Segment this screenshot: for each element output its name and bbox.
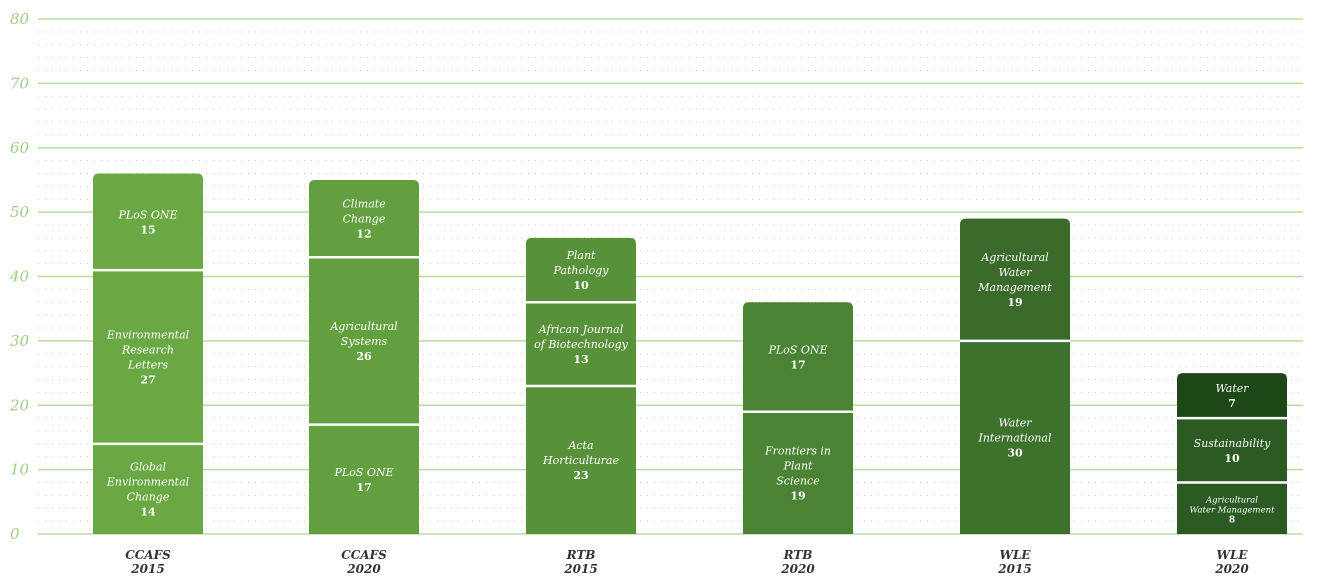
segment-value: 17 [356, 481, 371, 494]
bar-segment [1177, 482, 1287, 534]
segment-value: 15 [140, 223, 155, 236]
segment-label: Agricultural [329, 320, 398, 333]
x-category-year: 2020 [346, 562, 381, 576]
x-category-year: 2015 [563, 562, 597, 576]
x-category-label: CCAFS [341, 548, 387, 562]
bar-segment [743, 302, 853, 412]
x-category-year: 2020 [1214, 562, 1249, 576]
y-tick-label: 20 [9, 396, 30, 414]
x-axis: CCAFS2015CCAFS2020RTB2015RTB2020WLE2015W… [125, 548, 1249, 576]
segment-label: Plant [783, 459, 814, 472]
bar-segment [309, 179, 419, 258]
y-tick-label: 80 [10, 10, 30, 28]
bar-segment [526, 302, 636, 386]
segment-label: Water Management [1189, 505, 1275, 515]
y-tick-label: 10 [10, 461, 30, 479]
segment-value: 12 [356, 228, 371, 241]
x-category-label: WLE [999, 548, 1031, 562]
segment-label: Change [127, 490, 170, 503]
segment-label: Water [998, 416, 1032, 429]
bar-segment [743, 411, 853, 534]
segment-label: PLoS ONE [333, 466, 393, 479]
bars: Global Environmental Change 14 Environmental… [93, 173, 1287, 534]
segment-label: Global [130, 460, 167, 473]
bar-segment [1177, 373, 1287, 419]
segment-value: 27 [140, 373, 155, 386]
x-category-year: 2015 [130, 562, 164, 576]
segment-label: Agricultural [1205, 495, 1258, 505]
segment-label: Water [998, 266, 1032, 279]
y-tick-label: 70 [10, 74, 30, 92]
segment-value: 7 [1228, 397, 1236, 410]
bar-stack: Water International 30 Agricultural Water Man… [960, 218, 1070, 534]
bar-segment [526, 237, 636, 303]
bar-segment [960, 340, 1070, 534]
segment-value: 13 [573, 353, 588, 366]
segment-label: Environmental [106, 328, 190, 341]
segment-label: Research [121, 343, 174, 356]
segment-label: Sustainability [1194, 437, 1271, 450]
bar-segment [526, 385, 636, 534]
segment-label: Pathology [553, 264, 610, 277]
bar-stack: PLoS ONE 17 Agricultural Systems 26 Climate Ch… [309, 179, 419, 534]
segment-label: Change [343, 213, 386, 226]
grid [38, 18, 1303, 535]
segment-label: Systems [341, 335, 388, 348]
segment-label: Science [776, 474, 820, 487]
y-tick-label: 60 [10, 139, 30, 157]
y-tick-label: 50 [10, 203, 30, 221]
segment-value: 19 [1007, 296, 1022, 309]
bar-segment [93, 173, 203, 271]
x-category-year: 2015 [997, 562, 1031, 576]
segment-label: Climate [342, 198, 386, 211]
bar-segment [93, 443, 203, 534]
bar-segment [1177, 418, 1287, 483]
bar-stack: Global Environmental Change 14 Environmental… [93, 173, 203, 534]
x-category-label: WLE [1216, 548, 1248, 562]
segment-label: African Journal [538, 323, 624, 336]
y-tick-label: 30 [10, 332, 30, 350]
y-axis: 0 10 20 30 40 50 60 70 80 [9, 10, 30, 543]
segment-label: Horticulturae [542, 454, 619, 467]
x-category-label: CCAFS [125, 548, 171, 562]
bar-stack: Acta Horticulturae 23 African Journal of Bio… [526, 237, 636, 534]
bar-segment [309, 257, 419, 425]
bar-segment [93, 270, 203, 444]
bar-stack: Frontiers in Plant Science 19 PLoS ONE 17 [743, 302, 853, 534]
segment-label: Agricultural [980, 251, 1049, 264]
segment-value: 10 [1224, 452, 1240, 465]
x-category-label: RTB [566, 548, 596, 562]
segment-value: 19 [790, 489, 805, 502]
segment-label: Environmental [106, 475, 190, 488]
segment-label: PLoS ONE [117, 208, 177, 221]
bar-segment [960, 218, 1070, 341]
segment-label: Plant [566, 249, 597, 262]
segment-label: Letters [127, 358, 168, 371]
segment-value: 10 [573, 279, 589, 292]
segment-value: 26 [356, 350, 372, 363]
segment-value: 30 [1007, 446, 1023, 459]
x-category-year: 2020 [780, 562, 815, 576]
y-tick-label: 0 [10, 525, 20, 543]
segment-label: PLoS ONE [767, 343, 827, 356]
segment-label: Acta [567, 439, 593, 452]
y-tick-label: 40 [9, 268, 30, 286]
segment-label: Frontiers in [764, 444, 831, 457]
segment-value: 23 [573, 469, 588, 482]
segment-label: Water [1215, 382, 1249, 395]
segment-value: 17 [790, 358, 805, 371]
segment-label: Management [977, 281, 1052, 294]
segment-value: 14 [140, 505, 156, 518]
bar-segment [309, 424, 419, 534]
segment-label: of Biotechnology [534, 338, 628, 351]
x-category-label: RTB [783, 548, 813, 562]
segment-value: 8 [1229, 515, 1235, 525]
segment-label: International [978, 431, 1052, 444]
